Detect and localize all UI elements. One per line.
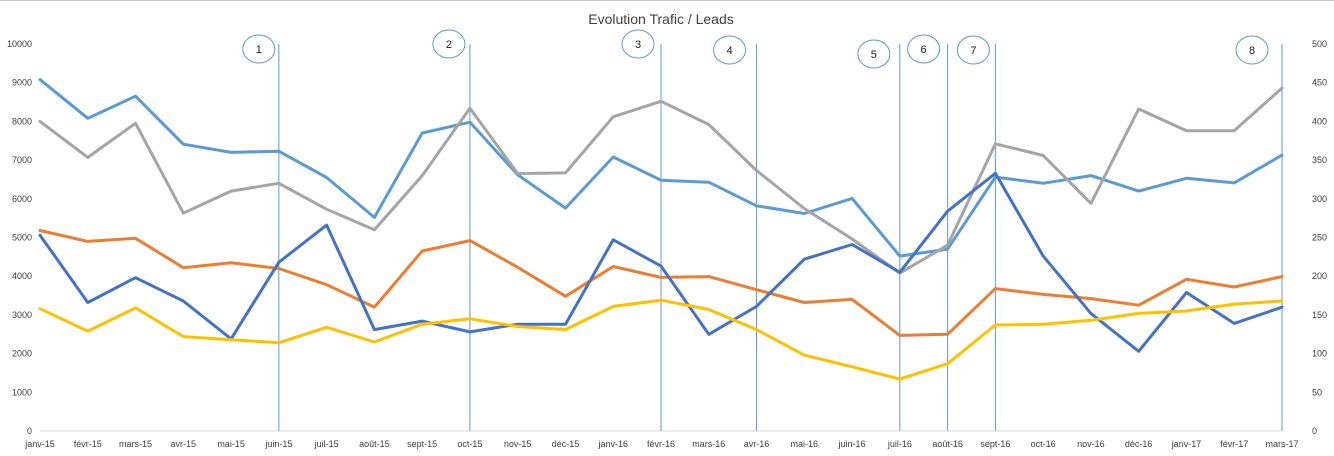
x-axis-tick-label: déc-16 <box>1125 439 1153 449</box>
left-axis-tick-label: 9000 <box>12 78 32 88</box>
right-axis-tick-label: 350 <box>1312 155 1327 165</box>
x-axis-tick-label: janv-17 <box>1171 439 1202 449</box>
x-axis-tick-label: sept-16 <box>980 439 1010 449</box>
x-axis-tick-label: mars-15 <box>119 439 152 449</box>
right-axis-tick-label: 200 <box>1312 271 1327 281</box>
left-axis-tick-label: 6000 <box>12 194 32 204</box>
x-axis-tick-label: mars-16 <box>692 439 725 449</box>
x-axis-tick-label: févr-15 <box>74 439 102 449</box>
series-line-3 <box>38 229 1284 337</box>
x-axis-tick-label: nov-16 <box>1077 439 1105 449</box>
left-axis-tick-label: 1000 <box>12 387 32 397</box>
event-marker-badge <box>621 29 655 59</box>
event-marker-label: 3 <box>635 39 641 51</box>
series-line-4 <box>38 171 1284 353</box>
series-line-1 <box>38 78 1284 258</box>
x-axis-tick-label: août-16 <box>932 439 963 449</box>
event-marker-label: 5 <box>871 49 877 61</box>
left-axis-tick-label: 4000 <box>12 271 32 281</box>
right-axis-tick-label: 250 <box>1312 233 1327 243</box>
x-axis-tick-label: févr-16 <box>647 439 675 449</box>
x-axis-tick-label: janv-15 <box>24 439 55 449</box>
series-line-5 <box>38 298 1284 381</box>
event-marker-label: 4 <box>726 45 732 57</box>
x-axis-tick-label: sept-15 <box>407 439 437 449</box>
event-marker-badge <box>956 35 990 65</box>
right-axis-tick-label: 150 <box>1312 310 1327 320</box>
left-axis-tick-label: 8000 <box>12 116 32 126</box>
event-marker-label: 2 <box>446 39 452 51</box>
left-axis-tick-label: 0 <box>27 426 32 436</box>
right-axis-tick-label: 300 <box>1312 194 1327 204</box>
x-axis-tick-label: déc-15 <box>552 439 580 449</box>
event-marker-badge <box>907 34 941 64</box>
event-marker-label: 6 <box>921 44 927 56</box>
left-axis-tick-label: 10000 <box>7 39 32 49</box>
event-marker-badge <box>242 34 276 64</box>
left-axis-tick-label: 2000 <box>12 349 32 359</box>
right-axis-tick-label: 450 <box>1312 78 1327 88</box>
x-axis-tick-label: juil-16 <box>887 439 912 449</box>
x-axis-tick-label: juin-16 <box>838 439 866 449</box>
x-axis-tick-label: mars-17 <box>1265 439 1298 449</box>
right-axis-tick-label: 50 <box>1312 387 1322 397</box>
x-axis-tick-label: avr-15 <box>171 439 197 449</box>
x-axis-tick-label: janv-16 <box>597 439 628 449</box>
right-axis-tick-label: 400 <box>1312 116 1327 126</box>
x-axis-tick-label: nov-15 <box>504 439 532 449</box>
right-axis-ticks: 0 50 100 150 200 250 300 350 400 450 500 <box>1312 39 1327 436</box>
left-axis-ticks: 0 1000 2000 3000 4000 5000 6000 7000 8000 9000 100… <box>7 39 32 436</box>
event-marker-label: 7 <box>970 45 976 57</box>
right-axis-tick-label: 0 <box>1312 426 1317 436</box>
series-line-2 <box>38 86 1284 275</box>
right-axis-tick-label: 100 <box>1312 349 1327 359</box>
x-axis-tick-label: mai-15 <box>217 439 245 449</box>
x-axis-tick-label: oct-15 <box>457 439 482 449</box>
event-marker-label: 8 <box>1249 45 1255 57</box>
x-axis-ticks: janv-15 févr-15 mars-15 avr-15 mai-15 juin-15… <box>24 439 1298 449</box>
x-axis-tick-label: avr-16 <box>744 439 770 449</box>
x-axis-tick-label: mai-16 <box>791 439 819 449</box>
chart-title: Evolution Trafic / Leads <box>588 11 734 27</box>
x-axis-tick-label: juil-15 <box>314 439 339 449</box>
x-axis-tick-label: févr-17 <box>1220 439 1248 449</box>
left-axis-tick-label: 7000 <box>12 155 32 165</box>
left-axis-tick-label: 3000 <box>12 310 32 320</box>
event-marker-badge <box>713 35 747 65</box>
right-axis-tick-label: 500 <box>1312 39 1327 49</box>
event-marker-label: 1 <box>256 44 262 56</box>
x-axis-tick-label: juin-15 <box>264 439 292 449</box>
x-axis-tick-label: août-15 <box>359 439 390 449</box>
event-marker-badge <box>1235 35 1269 65</box>
event-marker-badge <box>857 39 891 69</box>
series-lines <box>38 78 1284 381</box>
event-marker-badge <box>432 29 466 59</box>
event-marker-lines <box>278 44 1283 431</box>
x-axis-tick-label: oct-16 <box>1031 439 1056 449</box>
left-axis-tick-label: 5000 <box>12 233 32 243</box>
event-marker-badges: 1 2 3 4 5 6 7 8 <box>242 29 1269 69</box>
